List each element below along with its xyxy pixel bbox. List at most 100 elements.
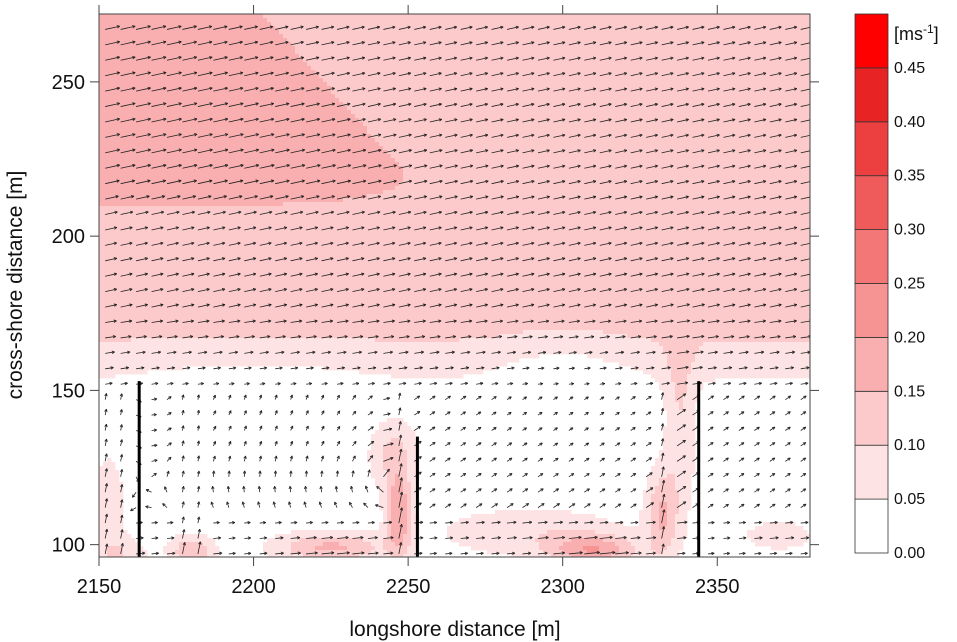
contour-cell bbox=[499, 122, 503, 126]
contour-cell bbox=[187, 106, 191, 110]
contour-cell bbox=[271, 18, 275, 22]
contour-cell bbox=[543, 90, 547, 94]
contour-cell bbox=[423, 110, 427, 114]
contour-cell bbox=[715, 110, 719, 114]
contour-cell bbox=[515, 90, 519, 94]
contour-cell bbox=[147, 34, 151, 38]
contour-cell bbox=[499, 78, 503, 82]
contour-cell bbox=[551, 94, 555, 98]
contour-cell bbox=[283, 22, 287, 26]
contour-cell bbox=[219, 22, 223, 26]
contour-cell bbox=[167, 50, 171, 54]
contour-cell bbox=[279, 114, 283, 118]
contour-cell bbox=[683, 98, 687, 102]
contour-cell bbox=[723, 22, 727, 26]
contour-cell bbox=[383, 114, 387, 118]
contour-cell bbox=[715, 82, 719, 86]
contour-cell bbox=[463, 62, 467, 66]
contour-cell bbox=[619, 46, 623, 50]
contour-cell bbox=[127, 66, 131, 70]
contour-cell bbox=[763, 34, 767, 38]
contour-cell bbox=[119, 18, 123, 22]
contour-cell bbox=[707, 94, 711, 98]
contour-cell bbox=[723, 46, 727, 50]
contour-cell bbox=[219, 62, 223, 66]
contour-cell bbox=[791, 98, 795, 102]
contour-cell bbox=[787, 14, 791, 18]
contour-cell bbox=[243, 70, 247, 74]
contour-cell bbox=[691, 26, 695, 30]
contour-cell bbox=[651, 90, 655, 94]
contour-cell bbox=[299, 18, 303, 22]
contour-cell bbox=[627, 26, 631, 30]
contour-cell bbox=[611, 78, 615, 82]
contour-cell bbox=[659, 30, 663, 34]
contour-cell bbox=[391, 18, 395, 22]
contour-cell bbox=[583, 30, 587, 34]
contour-cell bbox=[279, 94, 283, 98]
contour-cell bbox=[803, 110, 807, 114]
contour-cell bbox=[251, 46, 255, 50]
contour-cell bbox=[439, 114, 443, 118]
contour-cell bbox=[803, 18, 807, 22]
contour-cell bbox=[323, 30, 327, 34]
contour-cell bbox=[627, 114, 631, 118]
contour-cell bbox=[631, 70, 635, 74]
contour-cell bbox=[415, 86, 419, 90]
contour-cell bbox=[211, 74, 215, 78]
contour-cell bbox=[207, 30, 211, 34]
contour-cell bbox=[783, 34, 787, 38]
contour-cell bbox=[555, 34, 559, 38]
contour-cell bbox=[647, 110, 651, 114]
contour-cell bbox=[523, 98, 527, 102]
contour-cell bbox=[239, 98, 243, 102]
contour-cell bbox=[619, 78, 623, 82]
contour-cell bbox=[683, 46, 687, 50]
contour-cell bbox=[603, 22, 607, 26]
contour-cell bbox=[583, 38, 587, 42]
contour-cell bbox=[235, 50, 239, 54]
contour-cell bbox=[467, 30, 471, 34]
contour-cell bbox=[767, 114, 771, 118]
contour-cell bbox=[123, 62, 127, 66]
contour-cell bbox=[475, 122, 479, 126]
contour-cell bbox=[639, 22, 643, 26]
contour-cell bbox=[711, 70, 715, 74]
contour-cell bbox=[343, 106, 347, 110]
contour-cell bbox=[799, 86, 803, 90]
contour-cell bbox=[235, 46, 239, 50]
contour-cell bbox=[383, 18, 387, 22]
contour-cell bbox=[435, 122, 439, 126]
contour-cell bbox=[367, 14, 371, 18]
contour-cell bbox=[359, 22, 363, 26]
contour-cell bbox=[187, 22, 191, 26]
contour-cell bbox=[439, 78, 443, 82]
contour-cell bbox=[99, 114, 103, 118]
contour-cell bbox=[363, 22, 367, 26]
contour-cell bbox=[159, 122, 163, 126]
contour-cell bbox=[223, 94, 227, 98]
contour-cell bbox=[483, 78, 487, 82]
contour-cell bbox=[751, 114, 755, 118]
contour-cell bbox=[127, 74, 131, 78]
contour-cell bbox=[127, 18, 131, 22]
contour-cell bbox=[183, 46, 187, 50]
contour-cell bbox=[471, 34, 475, 38]
contour-cell bbox=[367, 46, 371, 50]
contour-cell bbox=[431, 106, 435, 110]
contour-cell bbox=[243, 34, 247, 38]
contour-cell bbox=[491, 70, 495, 74]
contour-cell bbox=[171, 14, 175, 18]
contour-cell bbox=[131, 74, 135, 78]
contour-cell bbox=[543, 110, 547, 114]
contour-cell bbox=[319, 110, 323, 114]
contour-cell bbox=[179, 30, 183, 34]
contour-cell bbox=[111, 90, 115, 94]
contour-cell bbox=[575, 94, 579, 98]
contour-cell bbox=[123, 66, 127, 70]
contour-cell bbox=[707, 18, 711, 22]
contour-cell bbox=[487, 82, 491, 86]
contour-cell bbox=[275, 22, 279, 26]
contour-cell bbox=[771, 122, 775, 126]
contour-cell bbox=[239, 34, 243, 38]
